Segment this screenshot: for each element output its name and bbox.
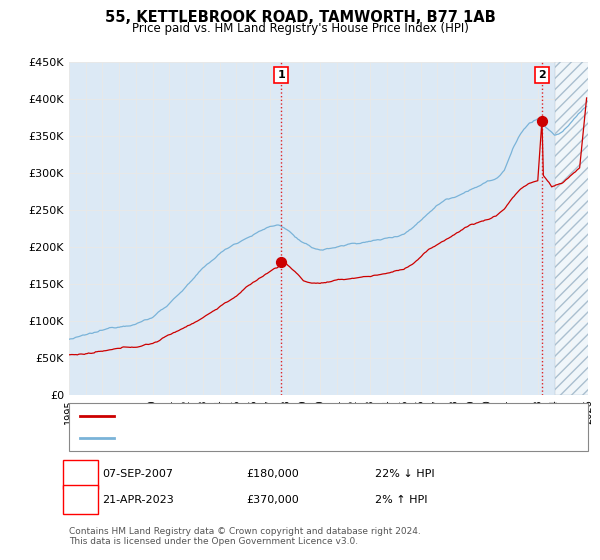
Text: HPI: Average price, detached house, Tamworth: HPI: Average price, detached house, Tamw… <box>120 433 376 443</box>
Bar <box>554 62 596 395</box>
Text: 2: 2 <box>538 70 546 80</box>
Point <box>276 257 286 266</box>
Text: 21-APR-2023: 21-APR-2023 <box>102 494 174 505</box>
Text: 2: 2 <box>77 494 84 505</box>
Point <box>537 116 547 125</box>
Text: 55, KETTLEBROOK ROAD, TAMWORTH, B77 1AB (detached house): 55, KETTLEBROOK ROAD, TAMWORTH, B77 1AB … <box>120 411 479 421</box>
Text: 55, KETTLEBROOK ROAD, TAMWORTH, B77 1AB: 55, KETTLEBROOK ROAD, TAMWORTH, B77 1AB <box>104 10 496 25</box>
Text: 07-SEP-2007: 07-SEP-2007 <box>102 469 173 479</box>
Bar <box>554 62 596 395</box>
Text: 1: 1 <box>77 469 84 479</box>
Text: £180,000: £180,000 <box>246 469 299 479</box>
Text: Contains HM Land Registry data © Crown copyright and database right 2024.
This d: Contains HM Land Registry data © Crown c… <box>69 526 421 546</box>
Text: Price paid vs. HM Land Registry's House Price Index (HPI): Price paid vs. HM Land Registry's House … <box>131 22 469 35</box>
Text: £370,000: £370,000 <box>246 494 299 505</box>
Text: 2% ↑ HPI: 2% ↑ HPI <box>375 494 427 505</box>
Text: 1: 1 <box>277 70 285 80</box>
Text: 22% ↓ HPI: 22% ↓ HPI <box>375 469 434 479</box>
